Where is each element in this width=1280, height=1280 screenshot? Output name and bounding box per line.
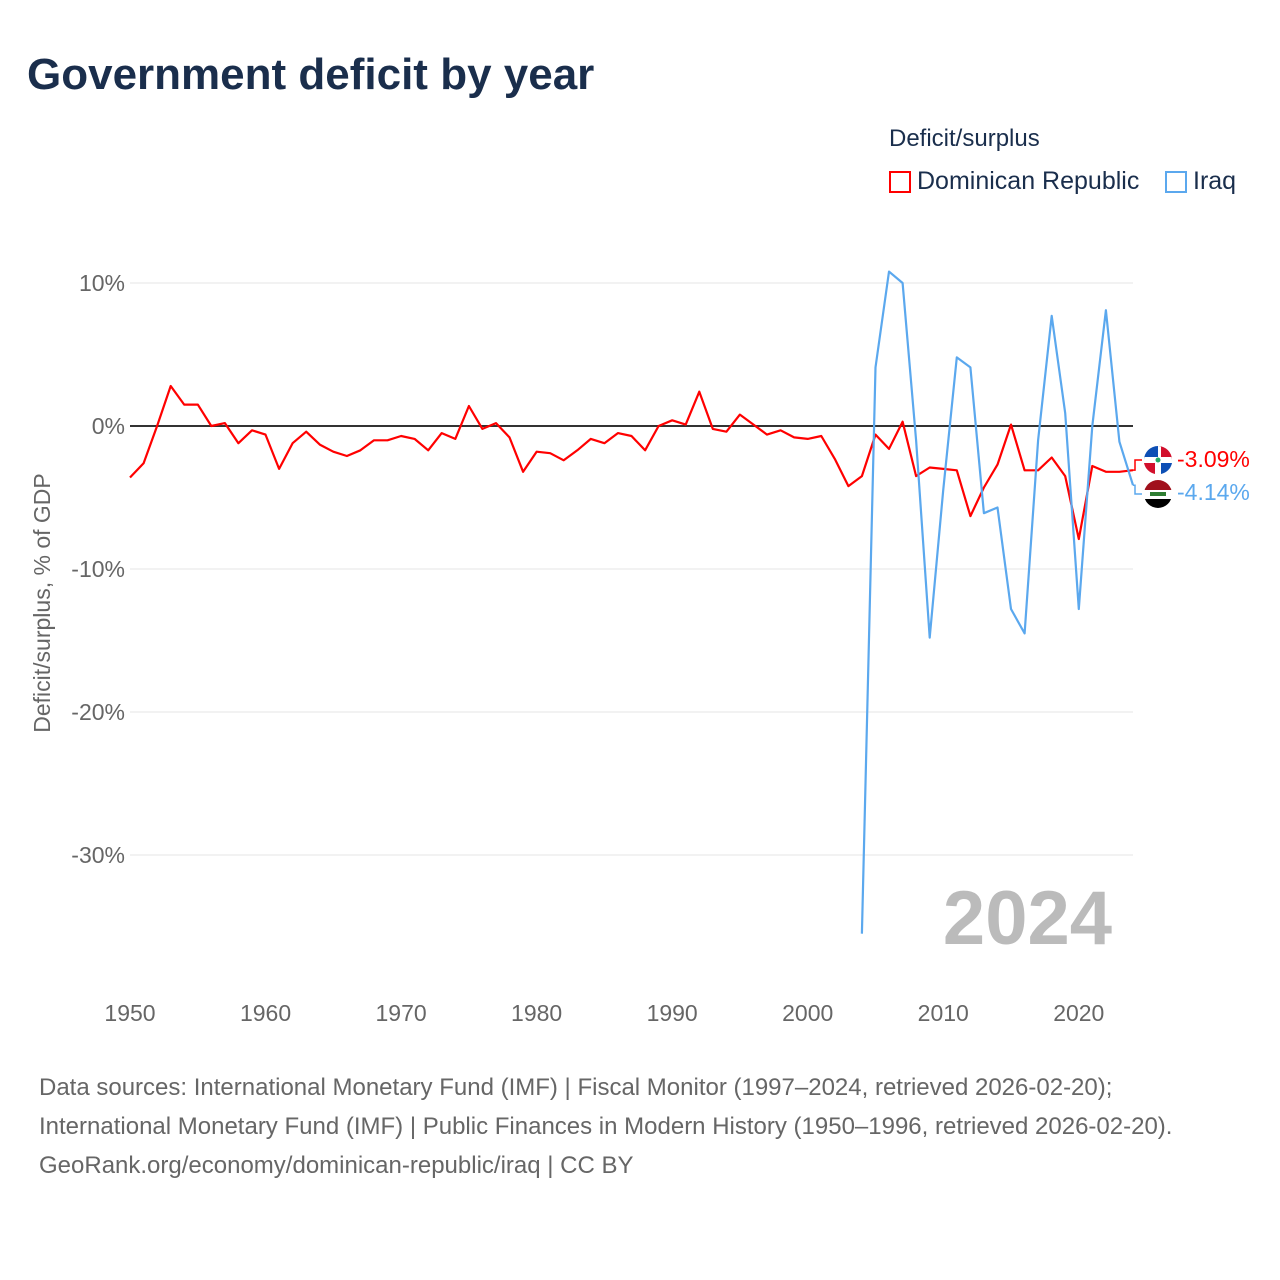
end-label-dominican-republic: -3.09% [1177,446,1250,472]
attribution-link[interactable]: GeoRank.org/economy/dominican-republic/i… [39,1152,634,1179]
legend-label: Iraq [1193,167,1237,195]
x-tick-label: 1960 [240,1000,291,1026]
end-label-iraq: -4.14% [1177,479,1250,505]
footer: Data sources: International Monetary Fun… [39,1068,1239,1185]
y-tick-label: -20% [71,699,125,725]
legend-item-iraq[interactable]: Iraq [1165,167,1236,196]
x-tick-label: 1970 [375,1000,426,1026]
series-line-dominican-republic [129,384,1134,541]
chart-title: Government deficit by year [27,50,595,99]
y-axis-label: Deficit/surplus, % of GDP [29,473,55,732]
x-tick-label: 1950 [104,1000,155,1026]
legend-item-dominican-republic[interactable]: Dominican Republic [889,167,1139,196]
x-tick-label: 1990 [647,1000,698,1026]
x-tick-label: 2010 [918,1000,969,1026]
legend-swatch [1165,170,1187,193]
series-line-iraq [860,270,1135,934]
y-tick-label: 0% [92,413,125,439]
legend-label: Dominican Republic [917,167,1140,195]
y-tick-label: -10% [71,556,125,582]
x-tick-label: 2020 [1053,1000,1104,1026]
year-watermark: 2024 [943,876,1112,961]
x-tick-label: 1980 [511,1000,562,1026]
y-tick-label: 10% [79,270,125,296]
data-sources: Data sources: International Monetary Fun… [39,1074,1173,1140]
end-label-connector [1133,484,1142,495]
y-tick-label: -30% [71,842,125,868]
flag-iraq-icon [1144,480,1172,508]
flag-dominican-republic-icon [1144,446,1172,474]
legend-swatch [889,170,911,193]
legend-title: Deficit/surplus [889,125,1040,152]
x-tick-label: 2000 [782,1000,833,1026]
end-label-connector [1133,459,1142,471]
